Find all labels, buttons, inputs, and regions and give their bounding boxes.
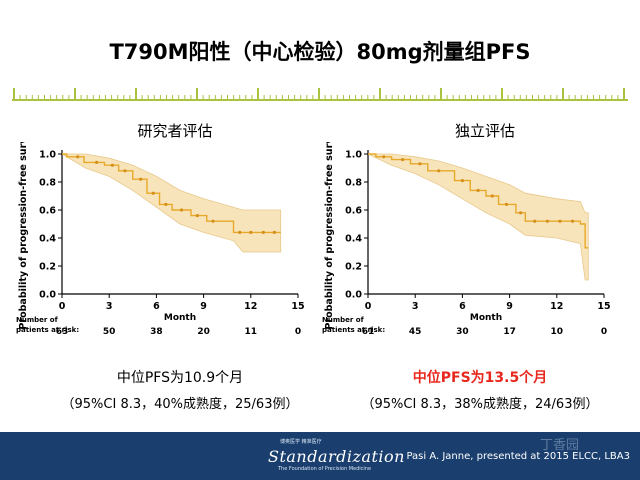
risk-table-label: Number of: [16, 316, 59, 324]
risk-count: 30: [456, 327, 469, 337]
y-axis-label: Probability of progression-free survival: [18, 142, 29, 330]
censor-mark: [261, 230, 265, 234]
y-tick-label: 0.8: [345, 178, 362, 189]
x-tick-label: 15: [291, 301, 304, 312]
censor-mark: [95, 160, 99, 164]
risk-table-label: Number of: [322, 316, 365, 324]
standardization-logo: Standardization: [268, 447, 405, 466]
censor-mark: [545, 219, 549, 223]
x-tick-label: 9: [506, 301, 513, 312]
x-tick-label: 0: [59, 301, 66, 312]
slide-title: T790M阳性（中心检验）80mg剂量组PFS: [109, 40, 531, 64]
y-axis-label: Probability of progression-free survival: [324, 142, 335, 330]
risk-table-label: patients at risk:: [322, 326, 385, 334]
risk-table-label: patients at risk:: [16, 326, 79, 334]
censor-mark: [195, 214, 199, 218]
y-tick-label: 0.6: [39, 206, 56, 217]
ci-independent: （95%CI 8.3，38%成熟度，24/63例）: [361, 397, 599, 412]
censor-mark: [238, 230, 242, 234]
y-tick-label: 0.4: [39, 234, 56, 245]
censor-mark: [164, 202, 168, 206]
censor-mark: [139, 177, 143, 181]
x-tick-label: 3: [412, 301, 419, 312]
x-tick-label: 12: [244, 301, 257, 312]
censor-mark: [76, 155, 80, 159]
risk-count: 11: [245, 327, 258, 337]
risk-count: 17: [503, 327, 516, 337]
y-tick-label: 1.0: [345, 150, 362, 161]
km-chart-independent: Probability of progression-free survival…: [322, 142, 611, 337]
ruler-divider: [12, 88, 628, 101]
censor-mark: [401, 158, 405, 162]
y-tick-label: 0.4: [345, 234, 362, 245]
censor-mark: [437, 169, 441, 173]
km-survival-line: [62, 153, 281, 234]
footer-bar: [0, 432, 640, 480]
censor-mark: [558, 219, 562, 223]
risk-count: 38: [150, 327, 163, 337]
confidence-band: [367, 153, 589, 281]
censor-mark: [151, 191, 155, 195]
logo-tagline-sub: The Foundation of Precision Medicine: [278, 466, 372, 472]
x-tick-label: 9: [200, 301, 207, 312]
panel-title-independent: 独立评估: [454, 122, 515, 140]
censor-mark: [460, 179, 464, 183]
x-tick-label: 0: [365, 301, 372, 312]
censor-mark: [211, 219, 215, 223]
x-tick-label: 3: [106, 301, 113, 312]
censor-mark: [249, 230, 253, 234]
risk-count: 45: [409, 327, 422, 337]
risk-count: 0: [295, 327, 301, 337]
censor-mark: [504, 202, 509, 206]
censor-mark: [490, 194, 494, 198]
x-axis-label: Month: [470, 313, 502, 323]
citation-text: Pasi A. Janne, presented at 2015 ELCC, L…: [406, 451, 630, 462]
ci-investigator: （95%CI 8.3，40%成熟度，25/63例）: [61, 397, 299, 412]
x-tick-label: 12: [550, 301, 563, 312]
risk-count: 20: [197, 327, 210, 337]
risk-count: 63: [56, 327, 69, 337]
censor-mark: [519, 211, 523, 215]
y-tick-label: 1.0: [39, 150, 56, 161]
x-tick-label: 15: [597, 301, 610, 312]
y-tick-label: 0.0: [345, 290, 362, 301]
y-tick-label: 0.2: [39, 262, 56, 273]
confidence-band: [60, 153, 282, 253]
watermark-logo: 丁香园: [540, 438, 580, 453]
y-tick-label: 0.8: [39, 178, 56, 189]
censor-mark: [533, 219, 537, 223]
censor-mark: [123, 169, 127, 173]
panel-title-investigator: 研究者评估: [137, 122, 213, 140]
censor-mark: [476, 188, 480, 192]
y-tick-label: 0.2: [345, 262, 362, 273]
risk-count: 0: [601, 327, 607, 337]
risk-count: 10: [551, 327, 564, 337]
x-axis-label: Month: [164, 313, 196, 323]
censor-mark: [570, 219, 575, 223]
censor-mark: [272, 230, 276, 234]
y-tick-label: 0.6: [345, 206, 362, 217]
y-tick-label: 0.0: [39, 290, 56, 301]
risk-count: 50: [103, 327, 116, 337]
median-pfs-independent: 中位PFS为13.5个月: [412, 370, 548, 386]
km-chart-investigator: Probability of progression-free survival…: [16, 142, 305, 337]
logo-tagline-top: 博奥医学 精准医疗: [280, 439, 322, 445]
median-pfs-investigator: 中位PFS为10.9个月: [116, 370, 244, 386]
censor-mark: [382, 155, 386, 159]
x-tick-label: 6: [153, 301, 160, 312]
censor-mark: [418, 162, 422, 166]
x-tick-label: 6: [459, 301, 466, 312]
censor-mark: [179, 208, 184, 212]
censor-mark: [110, 163, 114, 167]
risk-count: 61: [362, 327, 375, 337]
